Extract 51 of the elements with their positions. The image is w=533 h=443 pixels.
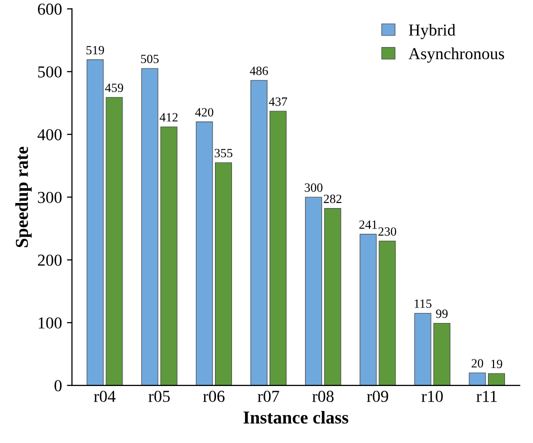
data-label: 437 <box>268 97 288 106</box>
y-tick-label: 100 <box>38 317 62 329</box>
bar <box>324 208 342 386</box>
data-label: 300 <box>304 183 322 192</box>
y-tick-label: 500 <box>38 66 62 78</box>
bar <box>141 68 158 386</box>
data-label: 230 <box>378 227 396 236</box>
y-tick-label: 400 <box>38 129 62 140</box>
y-tick-label: 0 <box>54 380 62 392</box>
data-label: 99 <box>436 310 448 318</box>
bar <box>433 323 450 386</box>
y-tick-label: 300 <box>38 192 62 204</box>
data-label: 412 <box>160 113 178 122</box>
x-axis-title: Instance class <box>244 410 348 424</box>
data-label: 19 <box>491 360 502 368</box>
bar <box>270 110 287 386</box>
y-tick-label: 200 <box>38 254 62 266</box>
bar <box>215 162 232 386</box>
x-tick-label: r09 <box>366 390 388 402</box>
data-label: 241 <box>359 220 377 229</box>
bar <box>250 80 268 386</box>
bar <box>106 97 123 386</box>
bar <box>305 196 322 386</box>
x-tick-label: r07 <box>258 390 280 402</box>
data-label: 519 <box>86 46 104 54</box>
bar <box>378 240 396 386</box>
legend-label: Hybrid <box>408 24 456 40</box>
x-tick-label: r10 <box>422 390 443 402</box>
legend-label: Asynchronous <box>408 48 504 63</box>
bar <box>488 373 505 386</box>
bar <box>414 312 432 386</box>
x-tick-label: r04 <box>94 390 116 402</box>
bar <box>468 372 486 386</box>
data-label: 115 <box>414 300 432 308</box>
data-label: 459 <box>105 84 124 92</box>
bar <box>160 126 178 386</box>
x-tick-label: r05 <box>148 390 170 402</box>
bar <box>196 122 213 386</box>
x-tick-label: r08 <box>312 390 334 402</box>
x-tick-label: r11 <box>476 390 497 402</box>
data-label: 420 <box>195 108 214 117</box>
y-tick-label: 600 <box>38 4 62 15</box>
data-label: 486 <box>250 66 268 76</box>
bar <box>86 59 104 386</box>
bar <box>360 234 377 386</box>
data-label: 20 <box>472 359 484 368</box>
data-label: 505 <box>141 54 159 64</box>
x-tick-label: r06 <box>203 390 225 402</box>
data-label: 355 <box>214 148 232 158</box>
y-axis-title: Speedup rate <box>15 146 32 248</box>
data-label: 282 <box>324 194 342 204</box>
